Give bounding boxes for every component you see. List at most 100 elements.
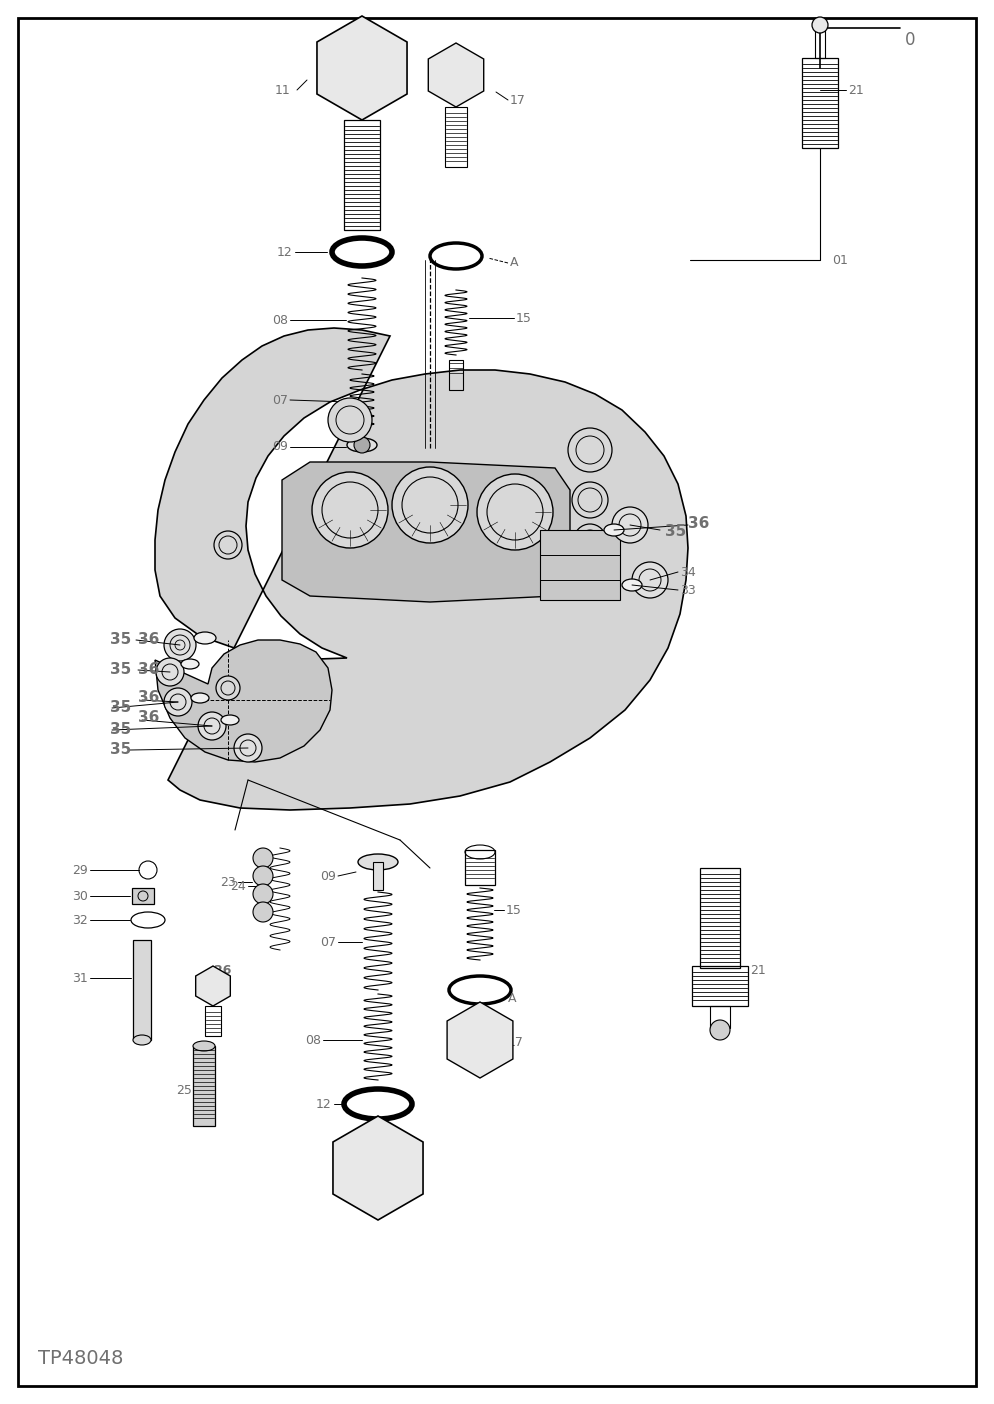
Circle shape — [253, 866, 273, 886]
Circle shape — [632, 562, 668, 598]
Text: 09: 09 — [320, 869, 336, 883]
Text: 36: 36 — [688, 515, 710, 531]
Text: TP48048: TP48048 — [38, 1348, 123, 1367]
Polygon shape — [317, 15, 407, 119]
Circle shape — [253, 885, 273, 904]
Bar — [360, 1127, 396, 1165]
Circle shape — [156, 658, 184, 687]
Polygon shape — [447, 1002, 513, 1078]
Text: 33: 33 — [680, 584, 696, 597]
Ellipse shape — [622, 578, 642, 591]
Bar — [445, 107, 467, 167]
Bar — [802, 58, 838, 147]
Text: 25: 25 — [176, 1084, 192, 1097]
Text: 35: 35 — [110, 663, 131, 678]
Ellipse shape — [221, 715, 239, 724]
Text: 36: 36 — [138, 710, 159, 726]
Text: 32: 32 — [72, 914, 87, 927]
Text: 35: 35 — [110, 723, 131, 737]
Text: 15: 15 — [506, 904, 522, 917]
Text: 01: 01 — [832, 254, 848, 267]
Text: 09: 09 — [272, 441, 288, 453]
Text: 15: 15 — [516, 312, 532, 324]
Bar — [205, 1007, 221, 1036]
Text: 36: 36 — [138, 663, 159, 678]
Text: 11: 11 — [340, 1168, 356, 1181]
Circle shape — [568, 428, 612, 472]
Text: 07: 07 — [320, 935, 336, 949]
Text: 31: 31 — [72, 972, 87, 984]
Circle shape — [574, 524, 606, 556]
Text: 21: 21 — [750, 963, 765, 977]
Circle shape — [612, 507, 648, 543]
Ellipse shape — [181, 658, 199, 668]
Circle shape — [354, 437, 370, 453]
Bar — [465, 849, 495, 885]
Circle shape — [164, 629, 196, 661]
Circle shape — [572, 482, 608, 518]
Circle shape — [312, 472, 388, 548]
Text: 36: 36 — [138, 691, 159, 705]
Circle shape — [812, 17, 828, 34]
Circle shape — [164, 688, 192, 716]
Circle shape — [392, 468, 468, 543]
Circle shape — [198, 712, 226, 740]
Circle shape — [328, 397, 372, 442]
Bar — [710, 1007, 730, 1028]
Text: 35: 35 — [110, 632, 131, 647]
Text: 35: 35 — [665, 525, 686, 539]
Text: 21: 21 — [848, 83, 864, 97]
Text: 30: 30 — [72, 890, 87, 903]
Bar — [373, 862, 383, 890]
Bar — [449, 359, 463, 390]
Text: 11: 11 — [275, 83, 291, 97]
Ellipse shape — [358, 854, 398, 870]
Polygon shape — [282, 462, 570, 602]
Ellipse shape — [191, 694, 209, 703]
Polygon shape — [333, 1116, 423, 1220]
Circle shape — [253, 901, 273, 922]
Circle shape — [214, 531, 242, 559]
Bar — [815, 29, 825, 58]
Bar — [132, 887, 154, 904]
Bar — [344, 119, 380, 230]
Circle shape — [253, 848, 273, 868]
Text: 34: 34 — [680, 566, 696, 578]
Text: 35: 35 — [110, 743, 131, 758]
Text: 0: 0 — [905, 31, 915, 49]
Ellipse shape — [604, 524, 624, 536]
Text: 08: 08 — [305, 1033, 321, 1046]
Text: 35: 35 — [110, 701, 131, 716]
Circle shape — [216, 675, 240, 701]
Ellipse shape — [347, 438, 377, 452]
Circle shape — [477, 475, 553, 550]
Bar — [540, 529, 620, 600]
Text: 17: 17 — [508, 1036, 524, 1049]
Text: 12: 12 — [316, 1098, 332, 1111]
Bar — [193, 1046, 215, 1126]
Ellipse shape — [193, 1040, 215, 1052]
Ellipse shape — [133, 1035, 151, 1045]
Bar — [468, 1009, 492, 1038]
Text: 26: 26 — [214, 963, 232, 977]
Ellipse shape — [194, 632, 216, 644]
Bar — [133, 941, 151, 1040]
Circle shape — [710, 1019, 730, 1040]
Text: 24: 24 — [230, 879, 246, 893]
Bar — [700, 868, 740, 967]
Text: 36: 36 — [138, 632, 159, 647]
Polygon shape — [196, 966, 231, 1007]
Text: 17: 17 — [510, 94, 526, 107]
Bar — [692, 966, 748, 1007]
Text: 12: 12 — [277, 246, 293, 258]
Text: 23: 23 — [220, 876, 236, 889]
Polygon shape — [155, 329, 688, 810]
Text: A: A — [508, 991, 517, 1004]
Polygon shape — [155, 640, 332, 762]
Polygon shape — [428, 44, 484, 107]
Circle shape — [234, 734, 262, 762]
Text: A: A — [510, 257, 519, 270]
Text: 07: 07 — [272, 393, 288, 407]
Text: 08: 08 — [272, 313, 288, 327]
Text: 29: 29 — [72, 863, 87, 876]
